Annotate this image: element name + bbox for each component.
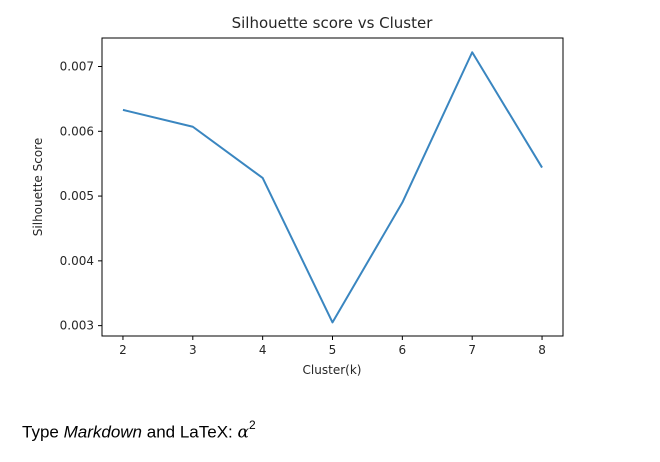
x-tick-label: 8 <box>538 343 546 357</box>
y-axis-label: Silhouette Score <box>31 138 45 236</box>
series-line <box>122 51 543 324</box>
math-alpha: α <box>237 422 249 443</box>
markdown-middle: and LaTeX: <box>142 422 238 442</box>
y-tick-label: 0.006 <box>60 124 94 138</box>
x-tick-label: 3 <box>189 343 197 357</box>
x-tick-label: 4 <box>259 343 267 357</box>
y-tick-label: 0.004 <box>60 254 94 268</box>
x-axis-label: Cluster(k) <box>303 363 362 377</box>
math-superscript: 2 <box>248 418 256 432</box>
x-tick-label: 6 <box>399 343 407 357</box>
series-layer <box>122 51 543 324</box>
markdown-prefix: Type <box>22 422 64 442</box>
x-tick-label: 7 <box>468 343 476 357</box>
plot-frame <box>101 37 564 337</box>
x-tick-label: 5 <box>329 343 337 357</box>
y-tick-label: 0.005 <box>60 189 94 203</box>
markdown-italic-word: Markdown <box>63 422 143 442</box>
chart-title: Silhouette score vs Cluster <box>232 14 434 32</box>
line-chart: Silhouette score vs Cluster 2 3 4 5 6 7 8 0.003… <box>31 14 564 377</box>
y-tick-label: 0.007 <box>60 60 94 74</box>
chart-area: Silhouette score vs Cluster 2 3 4 5 6 7 8 0.003… <box>31 14 564 377</box>
axis-ticks: 2 3 4 5 6 7 8 0.003 0.004 0.005 0.006 0.007 <box>60 60 546 357</box>
x-tick-label: 2 <box>119 343 127 357</box>
markdown-cell-text: Type Markdown and LaTeX: α2 <box>22 418 256 443</box>
y-tick-label: 0.003 <box>60 319 94 333</box>
